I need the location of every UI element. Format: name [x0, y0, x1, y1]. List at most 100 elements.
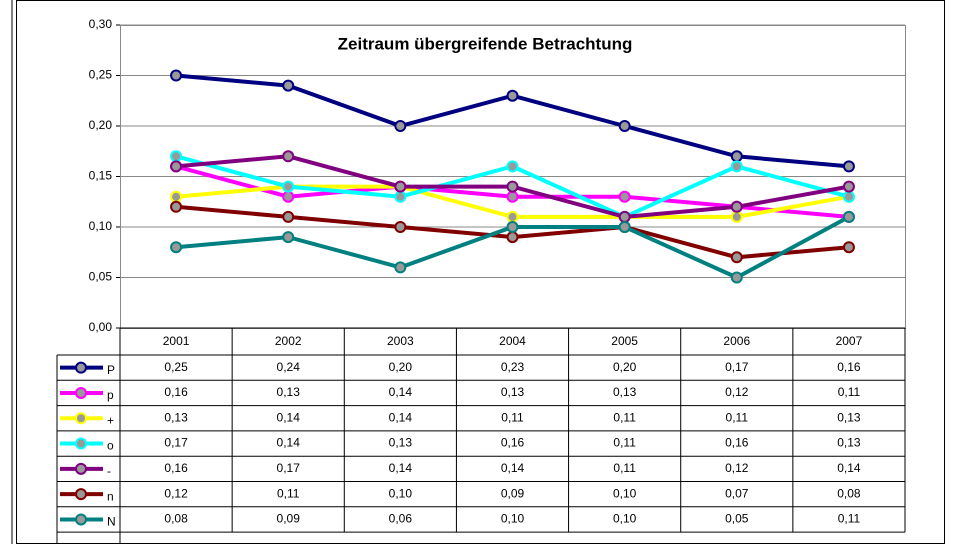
table-value: 0,11: [613, 436, 636, 450]
table-value: 0,11: [838, 385, 861, 399]
marker: [170, 160, 183, 173]
marker: [282, 150, 295, 163]
legend-marker: [75, 488, 87, 501]
marker: [170, 241, 183, 254]
table-value: 0,11: [838, 512, 861, 526]
marker: [170, 200, 183, 213]
marker: [506, 190, 519, 203]
table-value: 0,11: [613, 410, 636, 424]
table-value: 0,07: [725, 486, 749, 500]
marker: [618, 190, 631, 203]
marker: [282, 210, 295, 223]
table-value: 0,14: [837, 461, 861, 475]
table-value: 0,16: [164, 461, 188, 475]
table-value: 0,10: [389, 486, 413, 500]
marker: [506, 160, 519, 173]
marker: [730, 251, 743, 264]
table-value: 0,05: [725, 512, 749, 526]
x-tick-label: 2005: [611, 334, 638, 348]
marker: [842, 190, 855, 203]
table-value: 0,13: [837, 436, 861, 450]
table-value: 0,23: [501, 360, 525, 374]
table-value: 0,16: [164, 385, 188, 399]
chart-frame: [16, 0, 945, 544]
table-value: 0,06: [389, 512, 413, 526]
table-value: 0,12: [164, 486, 188, 500]
table-value: 0,17: [725, 360, 749, 374]
table-value: 0,11: [613, 461, 636, 475]
legend-marker: [75, 386, 87, 399]
x-tick-label: 2001: [163, 334, 190, 348]
marker: [282, 190, 295, 203]
table-value: 0,13: [164, 410, 188, 424]
marker: [618, 221, 631, 233]
legend-label: +: [107, 413, 114, 427]
table-value: 0,20: [613, 360, 637, 374]
y-tick-label: 0,30: [89, 17, 113, 31]
table-value: 0,10: [613, 486, 637, 500]
table-value: 0,08: [164, 512, 188, 526]
chart-title: Zeitraum übergreifende Betrachtung: [338, 34, 633, 53]
marker: [282, 180, 295, 193]
table-value: 0,16: [837, 360, 861, 374]
marker: [170, 190, 183, 203]
table-value: 0,17: [164, 436, 188, 450]
table-value: 0,14: [501, 461, 525, 475]
table-value: 0,11: [277, 486, 300, 500]
table-value: 0,09: [277, 512, 301, 526]
table-value: 0,14: [277, 410, 301, 424]
table-value: 0,10: [501, 512, 525, 526]
legend-marker: [75, 437, 87, 450]
y-tick-label: 0,20: [89, 118, 113, 132]
x-tick-label: 2004: [499, 334, 526, 348]
table-value: 0,13: [837, 410, 861, 424]
series-line: [175, 73, 850, 169]
legend-label: o: [107, 439, 114, 453]
marker: [730, 210, 743, 223]
y-tick-label: 0,25: [89, 68, 113, 82]
table-value: 0,13: [389, 436, 413, 450]
marker: [394, 221, 407, 233]
table-value: 0,09: [501, 486, 525, 500]
marker: [730, 150, 743, 163]
marker: [842, 241, 855, 254]
y-tick-label: 0,00: [89, 320, 113, 334]
table-value: 0,12: [725, 385, 749, 399]
table-value: 0,13: [613, 385, 637, 399]
marker: [282, 79, 295, 92]
table-value: 0,11: [501, 410, 524, 424]
marker: [730, 271, 743, 284]
marker: [730, 160, 743, 173]
table-value: 0,16: [725, 436, 749, 450]
marker: [506, 210, 519, 223]
marker: [506, 180, 519, 193]
marker: [618, 120, 631, 132]
marker: [394, 180, 407, 193]
legend-label: P: [107, 363, 115, 377]
marker: [506, 231, 519, 244]
table-value: 0,12: [725, 461, 749, 475]
marker: [394, 190, 407, 203]
marker: [282, 231, 295, 244]
table-value: 0,14: [389, 461, 413, 475]
table-value: 0,24: [277, 360, 301, 374]
table-value: 0,14: [389, 385, 413, 399]
legend-marker: [75, 462, 87, 475]
y-tick-label: 0,05: [89, 270, 113, 284]
legend-marker: [75, 412, 87, 425]
marker: [506, 221, 519, 233]
marker: [394, 120, 407, 132]
x-tick-label: 2002: [275, 334, 302, 348]
x-tick-label: 2003: [387, 334, 414, 348]
table-value: 0,25: [164, 360, 188, 374]
marker: [618, 210, 631, 223]
marker: [394, 261, 407, 274]
y-tick-label: 0,15: [89, 169, 113, 183]
marker: [730, 200, 743, 213]
marker: [506, 89, 519, 102]
legend-label: -: [107, 464, 111, 478]
y-tick-label: 0,10: [89, 219, 113, 233]
table-value: 0,17: [277, 461, 301, 475]
